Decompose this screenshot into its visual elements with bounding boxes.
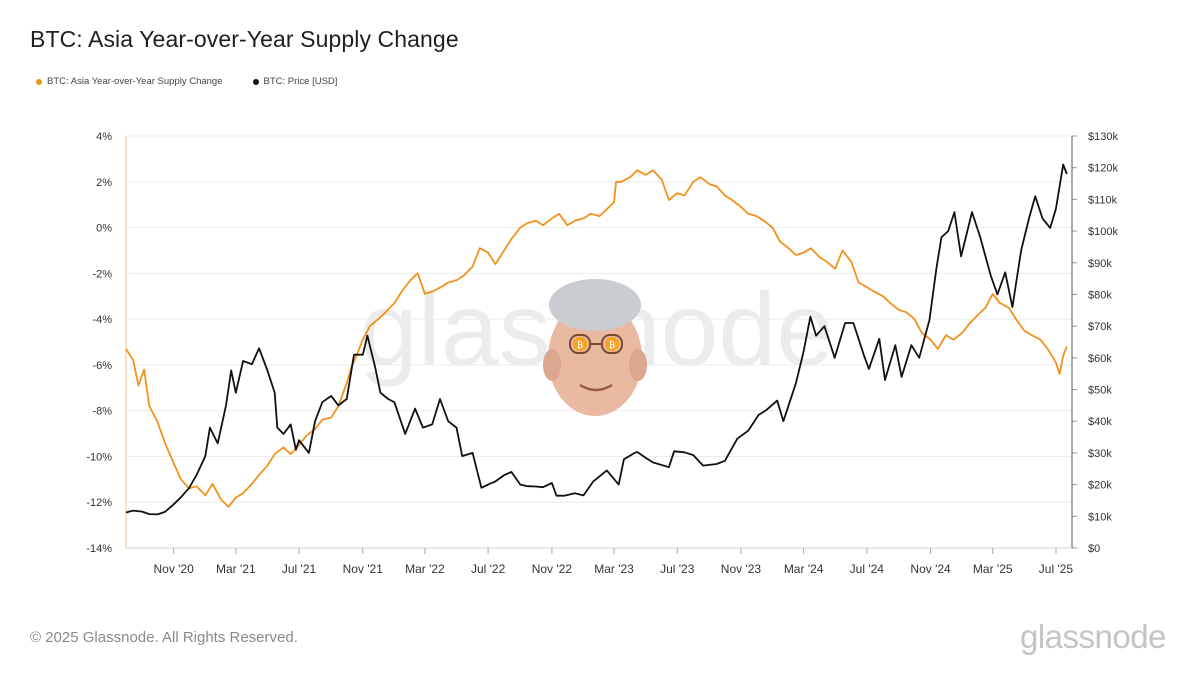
x-tick-label: Jul '24 (850, 562, 885, 576)
x-tick-label: Nov '20 (154, 562, 195, 576)
y-left-tick-label: -8% (92, 406, 112, 418)
x-tick-label: Jul '25 (1039, 562, 1074, 576)
y-right-tick-label: $70k (1088, 321, 1112, 333)
mascot-face-image: ₿ ₿ (543, 279, 647, 416)
svg-text:₿: ₿ (609, 340, 616, 351)
x-tick-label: Mar '24 (784, 562, 824, 576)
legend-item-supply-change[interactable]: BTC: Asia Year-over-Year Supply Change (36, 76, 223, 87)
chart-title: BTC: Asia Year-over-Year Supply Change (30, 26, 459, 52)
chart-legend: BTC: Asia Year-over-Year Supply Change B… (36, 76, 337, 87)
x-tick-label: Jul '23 (660, 562, 695, 576)
legend-label-price: BTC: Price [USD] (263, 76, 338, 87)
series-line-price (125, 163, 1068, 516)
legend-item-price[interactable]: BTC: Price [USD] (252, 76, 338, 87)
y-right-tick-label: $60k (1088, 353, 1112, 365)
y-left-tick-label: -14% (86, 543, 112, 555)
y-left-tick-label: -2% (92, 268, 112, 280)
x-tick-label: Jul '21 (282, 562, 317, 576)
y-left-tick-label: 4% (96, 131, 112, 143)
x-tick-label: Mar '25 (973, 562, 1013, 576)
y-left-tick-label: 0% (96, 223, 112, 235)
x-tick-label: Mar '22 (405, 562, 445, 576)
y-right-tick-label: $20k (1088, 480, 1112, 492)
x-tick-label: Nov '22 (532, 562, 573, 576)
y-right-tick-label: $40k (1088, 416, 1112, 428)
x-tick-label: Nov '21 (343, 562, 384, 576)
y-right-tick-label: $100k (1088, 226, 1118, 238)
axes: 4% 2% 0% -2% -4% -6% -8% -10% -12% -14% $130k $120k… (86, 131, 1118, 576)
legend-marker-supply-change (36, 78, 42, 85)
y-right-tick-label: $10k (1088, 511, 1112, 523)
y-right-tick-label: $120k (1088, 163, 1118, 175)
y-right-tick-label: $80k (1088, 289, 1112, 301)
y-left-tick-label: -6% (92, 360, 112, 372)
y-right-tick-label: $50k (1088, 385, 1112, 397)
y-left-tick-label: -10% (86, 451, 112, 463)
y-right-tick-label: $90k (1088, 258, 1112, 270)
x-tick-label: Jul '22 (471, 562, 506, 576)
legend-label-supply-change: BTC: Asia Year-over-Year Supply Change (47, 76, 223, 87)
x-tick-label: Nov '24 (910, 562, 951, 576)
x-tick-label: Mar '23 (594, 562, 634, 576)
x-tick-label: Mar '21 (216, 562, 256, 576)
brand-wordmark: glassnode (1020, 618, 1166, 655)
y-right-tick-label: $0 (1088, 543, 1100, 555)
y-left-tick-label: -4% (92, 314, 112, 326)
y-left-tick-label: -12% (86, 497, 112, 509)
y-right-tick-label: $130k (1088, 131, 1118, 143)
series-lines (125, 163, 1068, 516)
x-tick-label: Nov '23 (721, 562, 762, 576)
y-right-tick-label: $110k (1088, 194, 1118, 206)
copyright-footer: © 2025 Glassnode. All Rights Reserved. (30, 629, 298, 646)
y-left-tick-label: 2% (96, 177, 112, 189)
y-right-tick-label: $30k (1088, 448, 1112, 460)
svg-text:₿: ₿ (577, 340, 584, 351)
series-line-supply-change (125, 169, 1068, 508)
legend-marker-price (252, 78, 259, 85)
